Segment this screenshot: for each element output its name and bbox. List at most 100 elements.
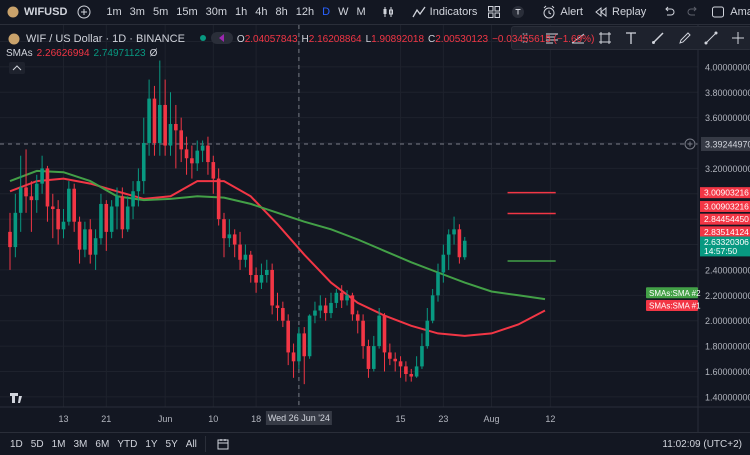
price-chart[interactable]: 4.200000004.000000003.800000003.60000000…: [0, 25, 750, 432]
candle-body[interactable]: [307, 315, 312, 357]
candle-body[interactable]: [302, 333, 307, 357]
range-all[interactable]: All: [185, 438, 197, 450]
layouts-icon[interactable]: [482, 0, 506, 24]
timeframe-30m[interactable]: 30m: [205, 6, 228, 18]
candle-body[interactable]: [83, 229, 87, 250]
candle-body[interactable]: [398, 361, 403, 367]
range-3m[interactable]: 3M: [73, 438, 88, 450]
text-tool-icon[interactable]: [623, 30, 639, 46]
timeframe-12h[interactable]: 12h: [295, 6, 315, 18]
candle-body[interactable]: [77, 221, 82, 250]
undo-icon[interactable]: [657, 0, 681, 24]
candle-body[interactable]: [393, 358, 397, 362]
candle-body[interactable]: [51, 206, 55, 210]
candle-body[interactable]: [372, 346, 376, 369]
candle-body[interactable]: [72, 188, 76, 222]
timeframe-m[interactable]: M: [356, 6, 366, 18]
timeframe-w[interactable]: W: [338, 6, 349, 18]
candle-body[interactable]: [329, 302, 333, 314]
eye-off-icon[interactable]: Ø: [149, 47, 158, 59]
candle-body[interactable]: [275, 305, 280, 309]
candle-body[interactable]: [238, 244, 242, 260]
candle-body[interactable]: [18, 187, 23, 213]
templates-icon[interactable]: [506, 0, 530, 24]
candle-body[interactable]: [361, 320, 365, 347]
add-symbol-icon[interactable]: [72, 0, 96, 24]
candle-body[interactable]: [13, 212, 18, 248]
candle-body[interactable]: [152, 98, 157, 144]
candle-body[interactable]: [120, 196, 125, 230]
candle-body[interactable]: [174, 123, 178, 131]
candle-body[interactable]: [227, 234, 232, 239]
timeframe-8h[interactable]: 8h: [275, 6, 288, 18]
brush-icon[interactable]: [650, 30, 666, 46]
account-button[interactable]: Ama: [705, 0, 750, 24]
candle-body[interactable]: [163, 104, 167, 146]
candle-body[interactable]: [457, 229, 462, 258]
candle-body[interactable]: [67, 188, 71, 222]
candle-body[interactable]: [377, 315, 381, 347]
candle-body[interactable]: [158, 104, 162, 144]
candle-body[interactable]: [24, 187, 28, 197]
candle-body[interactable]: [141, 143, 146, 182]
pen-icon[interactable]: [677, 30, 693, 46]
candle-body[interactable]: [200, 145, 205, 151]
candle-body[interactable]: [382, 315, 387, 353]
clock-timezone[interactable]: 11:02:09 (UTC+2): [662, 438, 742, 450]
candle-body[interactable]: [254, 275, 258, 283]
candle-body[interactable]: [88, 229, 93, 255]
candle-body[interactable]: [270, 269, 274, 306]
range-1m[interactable]: 1M: [51, 438, 66, 450]
timeframe-3m[interactable]: 3m: [129, 6, 145, 18]
trend-angle-icon[interactable]: [570, 30, 586, 46]
timeframe-d[interactable]: D: [322, 6, 331, 18]
text-lines-icon[interactable]: [544, 30, 560, 46]
candle-body[interactable]: [125, 206, 130, 230]
candle-body[interactable]: [61, 221, 66, 230]
candle-body[interactable]: [184, 149, 189, 159]
candle-body[interactable]: [462, 240, 467, 258]
frame-icon[interactable]: [597, 30, 613, 46]
candle-body[interactable]: [115, 196, 119, 207]
drag-handle-icon[interactable]: [517, 30, 533, 46]
legend-collapse-button[interactable]: [9, 62, 25, 74]
candle-body[interactable]: [446, 234, 451, 255]
candle-body[interactable]: [195, 150, 200, 164]
candle-body[interactable]: [56, 209, 60, 230]
timeframe-1m[interactable]: 1m: [106, 6, 122, 18]
replay-button[interactable]: Replay: [588, 0, 651, 24]
candle-body[interactable]: [99, 203, 103, 239]
candle-body[interactable]: [441, 254, 446, 273]
candle-body[interactable]: [206, 145, 210, 163]
indicators-button[interactable]: Indicators: [406, 0, 483, 24]
candle-body[interactable]: [313, 310, 317, 316]
candle-body[interactable]: [318, 305, 323, 311]
candle-body[interactable]: [334, 292, 339, 303]
candle-body[interactable]: [211, 162, 216, 179]
candle-body[interactable]: [339, 292, 344, 301]
candle-body[interactable]: [281, 308, 285, 321]
candle-body[interactable]: [297, 333, 301, 362]
candle-body[interactable]: [243, 254, 248, 260]
candle-body[interactable]: [216, 178, 221, 220]
candle-body[interactable]: [265, 269, 269, 276]
crosshair-icon[interactable]: [730, 30, 746, 46]
candle-body[interactable]: [436, 272, 440, 296]
add-alert-icon[interactable]: [684, 138, 696, 150]
candle-body[interactable]: [420, 346, 424, 367]
date-range-icon[interactable]: [215, 436, 231, 452]
range-1y[interactable]: 1Y: [145, 438, 158, 450]
candle-body[interactable]: [425, 320, 430, 347]
candle-body[interactable]: [93, 238, 98, 255]
redo-icon[interactable]: [681, 0, 705, 24]
alert-button[interactable]: Alert: [536, 0, 588, 24]
candle-body[interactable]: [136, 181, 141, 192]
signal-badge-icon[interactable]: [210, 31, 233, 47]
candle-body[interactable]: [291, 352, 296, 362]
range-ytd[interactable]: YTD: [117, 438, 138, 450]
candle-body[interactable]: [222, 219, 226, 239]
candle-body[interactable]: [168, 123, 173, 146]
candle-body[interactable]: [232, 234, 237, 245]
candle-body[interactable]: [248, 254, 253, 276]
candle-body[interactable]: [409, 374, 414, 377]
